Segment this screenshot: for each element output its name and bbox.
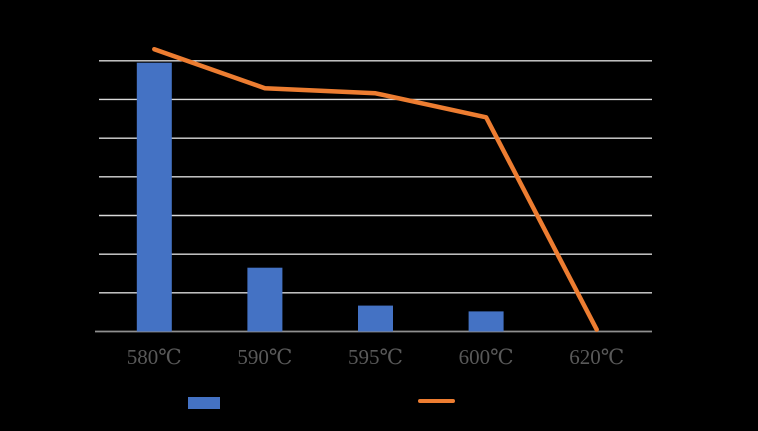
- x-tick-label-580c: 580℃: [126, 345, 182, 369]
- bar-595℃: [358, 305, 393, 332]
- legend-line-swatch: [418, 399, 455, 403]
- legend-bar-swatch: [188, 397, 220, 409]
- bar-590℃: [247, 267, 283, 332]
- x-tick-label-620c: 620℃: [569, 345, 625, 369]
- bar-600℃: [468, 311, 504, 332]
- x-tick-label-590c: 590℃: [237, 345, 293, 369]
- x-tick-label-595c: 595℃: [348, 345, 403, 369]
- bar-580℃: [136, 62, 172, 332]
- x-tick-label-600c: 600℃: [458, 345, 514, 369]
- line-series: [152, 46, 599, 332]
